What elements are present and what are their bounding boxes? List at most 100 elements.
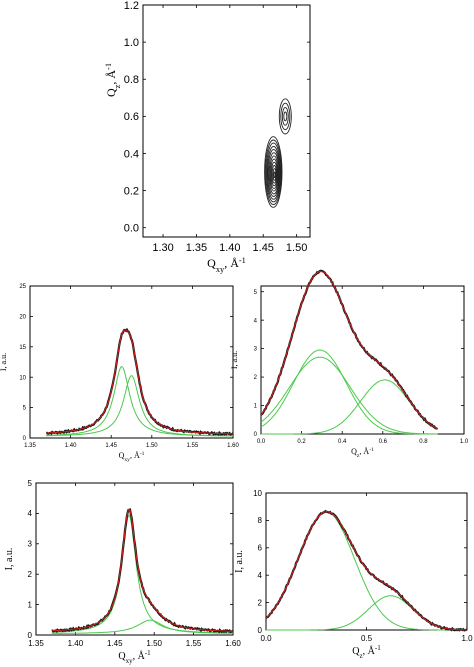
y-tick-label: 0.0 bbox=[124, 223, 139, 235]
contour-level bbox=[272, 168, 277, 181]
y-tick-label: 1.0 bbox=[124, 37, 139, 49]
x-tick-label: 1.30 bbox=[152, 242, 173, 254]
x-tick-label: 1.45 bbox=[253, 242, 274, 254]
x-tick-label: 0.2 bbox=[297, 439, 306, 445]
y-tick-label: 25 bbox=[19, 284, 26, 290]
contour-panel: 1.30 1.35 1.40 1.45 1.50 0.0 0.2 0.4 0.6 0.8 1.0 1.… bbox=[104, 0, 311, 274]
x-tick-label: 1.0 bbox=[461, 634, 473, 643]
x-axis-label: Qxy, Å-1 bbox=[207, 256, 246, 274]
y-tick-label: 10 bbox=[19, 375, 26, 381]
x-axis-label-sup: -1 bbox=[369, 447, 374, 453]
contour-level bbox=[264, 136, 283, 208]
y-tick-label: 0.4 bbox=[124, 148, 139, 160]
x-tick-label: 1.50 bbox=[146, 639, 162, 648]
y-axis-label-unit: , Å bbox=[104, 70, 118, 85]
y-tick-label: 0 bbox=[254, 432, 258, 438]
y-axis-label-sup: -1 bbox=[104, 63, 113, 70]
contour-level bbox=[269, 155, 279, 192]
x-axis-label-unit: , Å bbox=[363, 645, 376, 657]
y-tick-label: 0.8 bbox=[124, 74, 139, 86]
y-tick-label: 5 bbox=[28, 479, 33, 488]
fit-component-curve bbox=[51, 514, 233, 634]
y-tick-label: 1 bbox=[28, 600, 33, 609]
y-tick-label: 15 bbox=[19, 345, 26, 351]
x-tick-label: 1.45 bbox=[105, 443, 117, 449]
x-tick-label: 1.35 bbox=[186, 242, 207, 254]
contour-level bbox=[264, 139, 282, 206]
y-axis-label: I, a.u. bbox=[4, 548, 15, 571]
y-axis-label: I, a.u. bbox=[0, 353, 8, 371]
x-axis-label: Qxy, Å-1 bbox=[118, 649, 151, 665]
x-tick-label: 1.60 bbox=[225, 639, 241, 648]
y-tick-label: 0 bbox=[23, 436, 27, 442]
x-tick-label: 1.40 bbox=[65, 443, 77, 449]
contour-level bbox=[278, 98, 292, 135]
fit-component-curve bbox=[46, 375, 233, 437]
y-tick-label: 3 bbox=[254, 347, 258, 353]
x-axis-label: Qz, Å-1 bbox=[351, 447, 374, 459]
x-axis-label-unit: , Å bbox=[133, 650, 146, 662]
contour-level bbox=[273, 171, 276, 179]
fit-total-curve bbox=[51, 508, 234, 632]
x-tick-label: 0.5 bbox=[361, 634, 373, 643]
x-axis-label: Qz, Å-1 bbox=[352, 644, 381, 660]
x-axis-label-base: Q bbox=[351, 447, 357, 456]
contour-level bbox=[271, 165, 277, 184]
qxy-profile-panel-bottom: 1.35 1.40 1.45 1.50 1.55 1.60 0 1 2 3 4 5 Qxy, Å-1 I,… bbox=[4, 479, 241, 665]
fit-component-curve bbox=[260, 356, 438, 435]
x-axis-label-sup: -1 bbox=[375, 644, 381, 652]
x-tick-label: 1.0 bbox=[460, 439, 469, 445]
data-curve bbox=[51, 508, 234, 634]
contour-level bbox=[265, 142, 282, 203]
contour-level bbox=[283, 111, 288, 122]
contour-level bbox=[281, 107, 289, 126]
x-axis-label-sup: -1 bbox=[239, 256, 246, 265]
contour-level bbox=[270, 158, 279, 189]
y-tick-label: 1.2 bbox=[124, 0, 139, 12]
y-axis-label-base: Q bbox=[104, 88, 118, 97]
x-tick-label: 1.40 bbox=[68, 639, 84, 648]
data-curve bbox=[265, 509, 468, 632]
contour-level bbox=[270, 161, 278, 187]
x-tick-label: 0.6 bbox=[379, 439, 388, 445]
y-tick-label: 6 bbox=[258, 544, 263, 553]
x-axis-label-sub: xy bbox=[216, 265, 225, 274]
x-tick-label: 1.60 bbox=[227, 443, 239, 449]
x-tick-label: 1.55 bbox=[187, 443, 199, 449]
y-tick-label: 0 bbox=[258, 626, 263, 635]
qz-profile-panel-bottom: 0.0 0.5 1.0 0 2 4 6 8 10 Qz, Å-1 I, a.u. bbox=[234, 489, 473, 660]
contour-level bbox=[268, 152, 280, 195]
qxy-profile-panel-top: 1.35 1.40 1.45 1.50 1.55 1.60 0 5 10 15 20 25 Qxy, Å… bbox=[0, 284, 239, 463]
fit-total-curve bbox=[260, 271, 438, 430]
x-axis-label-unit: , Å bbox=[359, 447, 369, 456]
x-tick-label: 0.0 bbox=[257, 439, 266, 445]
x-axis-label-sub: xy bbox=[126, 657, 134, 665]
x-tick-label: 1.50 bbox=[146, 443, 158, 449]
contour-level bbox=[267, 149, 280, 197]
y-tick-label: 0 bbox=[28, 631, 33, 640]
fit-total-curve bbox=[265, 511, 467, 631]
y-tick-label: 4 bbox=[258, 571, 263, 580]
x-tick-label: 1.45 bbox=[107, 639, 123, 648]
x-axis-label-sub: z bbox=[357, 453, 360, 459]
fit-component-curve bbox=[51, 619, 233, 634]
x-axis-label-base: Q bbox=[119, 451, 125, 460]
y-tick-label: 5 bbox=[254, 290, 258, 296]
y-axis-label: I, a.u. bbox=[230, 351, 239, 369]
fit-component-curve bbox=[260, 349, 438, 435]
fit-component-curve bbox=[265, 511, 467, 631]
x-tick-label: 1.35 bbox=[24, 443, 36, 449]
qz-profile-panel-top: 0.0 0.2 0.4 0.6 0.8 1.0 0 1 2 3 4 5 Qz, Å-1 I, a.u. bbox=[230, 269, 469, 459]
x-tick-label: 1.55 bbox=[186, 639, 202, 648]
y-tick-label: 5 bbox=[23, 406, 27, 412]
y-axis-label: I, a.u. bbox=[234, 550, 245, 573]
plot-frame bbox=[29, 285, 234, 439]
x-axis-label-base: Q bbox=[118, 651, 126, 662]
y-tick-label: 4 bbox=[254, 318, 258, 324]
y-tick-label: 2 bbox=[254, 375, 258, 381]
x-tick-label: 1.35 bbox=[28, 639, 44, 648]
y-tick-label: 4 bbox=[28, 509, 33, 518]
x-axis-label: Qxy, Å-1 bbox=[119, 451, 145, 463]
y-tick-label: 20 bbox=[19, 315, 26, 321]
